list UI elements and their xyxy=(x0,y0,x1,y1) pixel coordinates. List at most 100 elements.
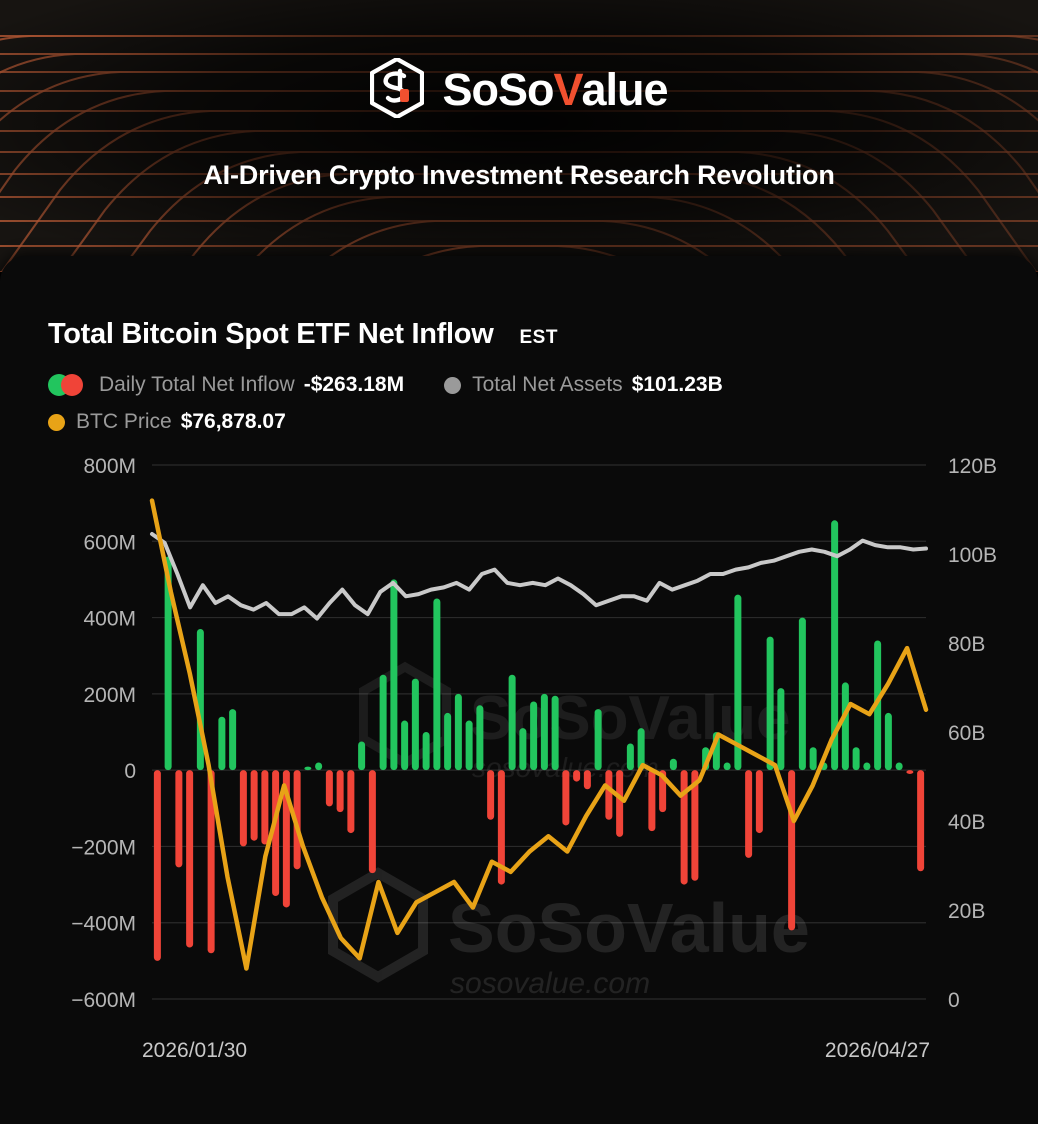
bar[interactable] xyxy=(680,770,688,885)
bar[interactable] xyxy=(594,709,602,771)
bar[interactable] xyxy=(175,770,183,868)
etf-net-inflow-chart[interactable]: 800M 600M 400M 200M 0 −200M −400M −600M 120B 100B… xyxy=(0,447,1038,1067)
bar[interactable] xyxy=(669,758,677,771)
bar[interactable] xyxy=(218,716,226,771)
bar[interactable] xyxy=(540,693,548,771)
bar[interactable] xyxy=(734,594,742,771)
bar[interactable] xyxy=(519,728,527,771)
bar[interactable] xyxy=(336,770,344,813)
chart-card: Total Bitcoin Spot ETF Net Inflow EST Da… xyxy=(0,256,1038,1124)
sosovalue-cube-logo-icon xyxy=(370,58,425,118)
bar[interactable] xyxy=(691,770,699,881)
bar[interactable] xyxy=(196,629,204,771)
brand-word-part2: alue xyxy=(581,63,668,115)
y2-axis-tick-label: 60B xyxy=(948,722,985,745)
bar[interactable] xyxy=(906,770,914,774)
brand-word-accent: V xyxy=(553,63,583,115)
bar[interactable] xyxy=(788,770,796,931)
chart-area[interactable]: 800M 600M 400M 200M 0 −200M −400M −600M 120B 100B… xyxy=(0,447,1038,1067)
legend-value-btc-price: $76,878.07 xyxy=(180,410,286,433)
legend-label-daily-net-inflow: Daily Total Net Inflow xyxy=(99,373,295,396)
bar[interactable] xyxy=(476,705,484,771)
bar[interactable] xyxy=(293,770,301,870)
bar[interactable] xyxy=(562,770,570,826)
bar[interactable] xyxy=(207,770,215,954)
bar[interactable] xyxy=(648,770,656,832)
legend-item-daily-net-inflow[interactable]: Daily Total Net Inflow -$263.18M xyxy=(48,373,404,397)
bar[interactable] xyxy=(487,770,495,820)
btc-price-line xyxy=(149,498,929,971)
bar[interactable] xyxy=(616,770,624,837)
y-axis-tick-label: −400M xyxy=(71,913,136,936)
bar[interactable] xyxy=(841,682,849,771)
bar[interactable] xyxy=(186,770,194,948)
bar[interactable] xyxy=(315,762,323,771)
bar[interactable] xyxy=(454,693,462,771)
brand-wordmark: SoSoValue xyxy=(442,63,668,115)
bar[interactable] xyxy=(863,762,871,771)
bar[interactable] xyxy=(368,770,376,874)
bar[interactable] xyxy=(605,770,613,820)
bar[interactable] xyxy=(917,770,925,872)
bar[interactable] xyxy=(809,747,817,771)
x-axis-start-date: 2026/01/30 xyxy=(142,1039,247,1062)
legend-label-btc-price: BTC Price xyxy=(76,410,172,433)
bar[interactable] xyxy=(874,640,882,771)
dual-dot-green-red-icon xyxy=(48,374,88,396)
page-title: Total Bitcoin Spot ETF Net Inflow xyxy=(48,318,494,350)
bar[interactable] xyxy=(551,695,559,771)
bar[interactable] xyxy=(250,770,258,841)
bar[interactable] xyxy=(433,598,441,771)
bar[interactable] xyxy=(379,674,387,771)
brand-word-part1: SoSo xyxy=(442,63,554,115)
legend-item-total-net-assets[interactable]: Total Net Assets $101.23B xyxy=(444,373,723,397)
bar[interactable] xyxy=(272,770,280,897)
bar[interactable] xyxy=(852,747,860,771)
bar[interactable] xyxy=(723,762,731,771)
bar[interactable] xyxy=(401,720,409,771)
orange-dot-icon xyxy=(48,413,65,431)
bar[interactable] xyxy=(347,770,355,834)
bar[interactable] xyxy=(626,743,634,771)
bar[interactable] xyxy=(831,520,839,771)
hero-banner: SoSoValue AI-Driven Crypto Investment Re… xyxy=(0,0,1038,272)
timezone-badge: EST xyxy=(519,327,558,348)
bar[interactable] xyxy=(261,770,269,845)
y-axis-tick-label: 400M xyxy=(83,608,136,631)
bar[interactable] xyxy=(164,556,172,771)
bar[interactable] xyxy=(390,579,398,771)
y-axis-tick-label: 600M xyxy=(83,531,136,554)
bar[interactable] xyxy=(745,770,753,858)
legend-value-daily-net-inflow: -$263.18M xyxy=(303,373,405,396)
legend-item-btc-price[interactable]: BTC Price $76,878.07 xyxy=(48,410,286,434)
net-assets-line xyxy=(150,532,928,621)
bar[interactable] xyxy=(304,766,312,771)
y-axis-tick-label: 200M xyxy=(83,684,136,707)
bar[interactable] xyxy=(637,728,645,771)
bar[interactable] xyxy=(153,770,161,961)
bar[interactable] xyxy=(229,709,237,771)
bar[interactable] xyxy=(777,688,785,771)
bar[interactable] xyxy=(325,770,333,807)
legend-label-total-net-assets: Total Net Assets xyxy=(472,373,623,396)
y-axis-tick-label: −200M xyxy=(71,836,136,859)
bar[interactable] xyxy=(411,678,419,771)
bar[interactable] xyxy=(465,720,473,771)
brand-logo: SoSoValue xyxy=(370,58,669,118)
bar[interactable] xyxy=(884,712,892,771)
bar[interactable] xyxy=(497,770,505,885)
bar[interactable] xyxy=(583,770,591,790)
bar[interactable] xyxy=(895,762,903,771)
bar[interactable] xyxy=(422,732,430,771)
bar[interactable] xyxy=(755,770,763,834)
bar[interactable] xyxy=(766,636,774,771)
bar[interactable] xyxy=(444,712,452,771)
bar[interactable] xyxy=(508,674,516,771)
bar[interactable] xyxy=(530,701,538,771)
bar[interactable] xyxy=(358,741,366,771)
bar[interactable] xyxy=(798,617,806,771)
bar[interactable] xyxy=(239,770,247,847)
bar[interactable] xyxy=(573,770,581,782)
hero-background-pattern xyxy=(0,0,1038,272)
legend-row-1: Daily Total Net Inflow -$263.18M Total N… xyxy=(48,373,1038,397)
